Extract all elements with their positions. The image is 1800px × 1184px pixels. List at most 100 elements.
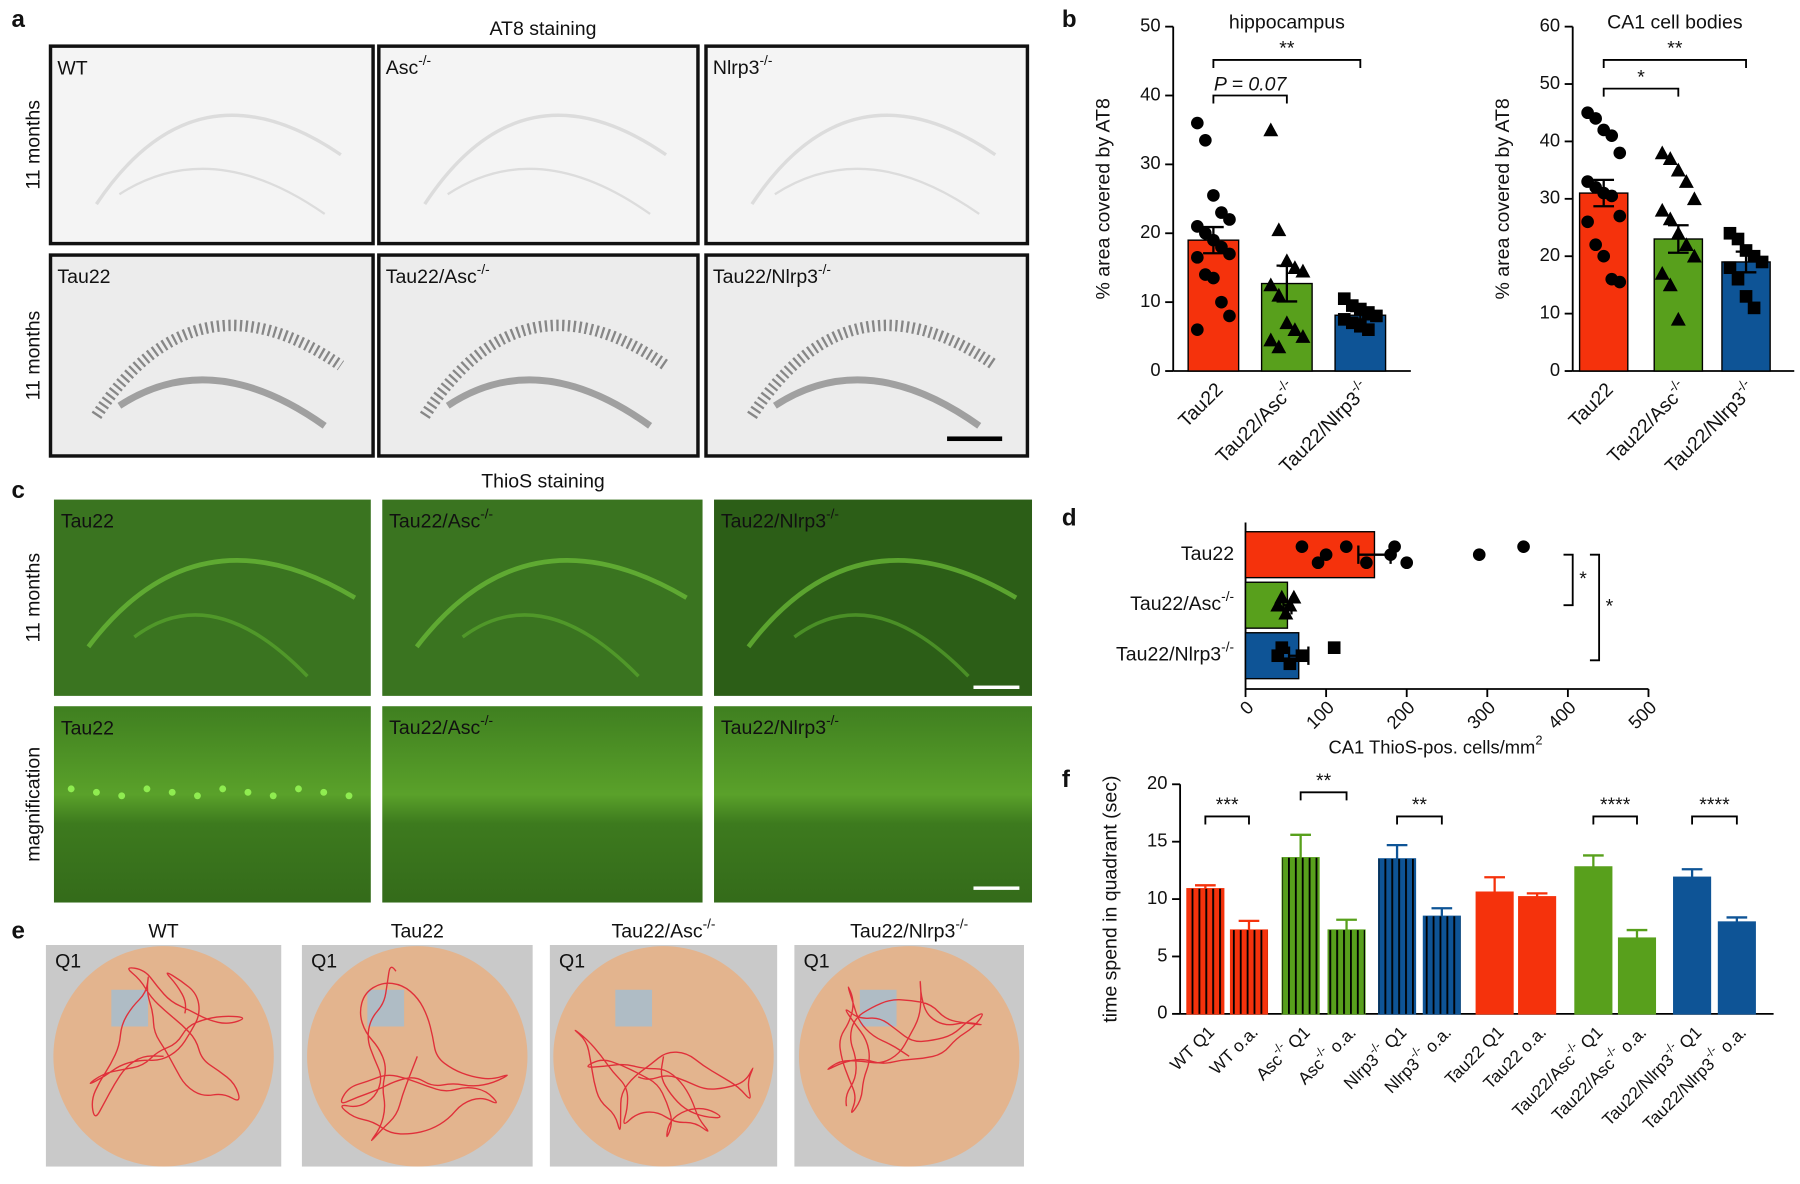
data-point bbox=[1271, 287, 1287, 302]
data-point bbox=[1605, 189, 1619, 203]
tissue-layer bbox=[772, 376, 982, 429]
significance-bracket bbox=[1212, 94, 1288, 104]
data-point bbox=[1589, 238, 1602, 252]
y-tick-label: 0 bbox=[1150, 359, 1160, 380]
superscript: -/- bbox=[477, 262, 490, 277]
cell bbox=[345, 792, 353, 800]
x-tick-label: Tau22 bbox=[1565, 379, 1618, 432]
data-point bbox=[1678, 237, 1694, 252]
data-point bbox=[1360, 556, 1373, 570]
panel-label: e bbox=[11, 918, 24, 945]
data-point bbox=[1295, 263, 1311, 278]
significance-bracket bbox=[1563, 553, 1574, 607]
swim-path bbox=[827, 980, 983, 1113]
panel-label: c bbox=[11, 477, 24, 504]
bar-hatch bbox=[1423, 916, 1461, 1014]
y-tick-label: Tau22/Asc-/- bbox=[1130, 589, 1234, 615]
cell bbox=[269, 792, 277, 800]
significance-label: **** bbox=[1600, 794, 1631, 816]
row-label: 11 months bbox=[23, 310, 45, 400]
image-label: Tau22/Asc-/- bbox=[389, 713, 493, 739]
micrograph bbox=[382, 499, 703, 696]
significance-bracket bbox=[1592, 815, 1638, 825]
cell bbox=[320, 788, 328, 796]
significance-label: * bbox=[1606, 596, 1614, 618]
y-tick-label: 40 bbox=[1140, 83, 1160, 104]
tissue-layer bbox=[118, 167, 326, 215]
x-tick-label: 200 bbox=[1382, 696, 1419, 733]
data-point bbox=[1613, 146, 1627, 160]
superscript: -/- bbox=[1221, 589, 1234, 604]
micrograph bbox=[53, 706, 371, 903]
y-tick-label: 60 bbox=[1540, 14, 1560, 35]
trace-title: Tau22 bbox=[391, 921, 444, 943]
image-label: WT bbox=[57, 57, 87, 79]
data-point bbox=[1605, 129, 1619, 142]
cell bbox=[219, 785, 227, 793]
label-part: Asc bbox=[386, 57, 419, 79]
swim-path bbox=[89, 967, 244, 1117]
superscript: -/- bbox=[818, 262, 831, 277]
y-tick-label: 5 bbox=[1157, 944, 1167, 965]
label-part: Tau22/Nlrp3 bbox=[721, 717, 826, 739]
chart-title: CA1 cell bodies bbox=[1607, 11, 1743, 33]
data-point bbox=[1283, 657, 1297, 671]
data-point bbox=[1755, 255, 1769, 269]
cell bbox=[244, 788, 252, 796]
data-point bbox=[1581, 215, 1594, 229]
label-part: Tau22/Nlrp3 bbox=[850, 921, 955, 943]
tissue-layer bbox=[94, 113, 342, 206]
label-part: Tau22/Nlrp3 bbox=[1116, 644, 1221, 666]
y-tick-label: 30 bbox=[1540, 187, 1560, 208]
bar-hatch bbox=[1230, 930, 1268, 1014]
y-tick-label: 0 bbox=[1550, 359, 1560, 380]
panel-label: f bbox=[1062, 766, 1071, 793]
data-point bbox=[1739, 290, 1753, 303]
cell bbox=[194, 792, 201, 800]
trace-title: WT bbox=[148, 921, 178, 943]
superscript: -/- bbox=[703, 916, 716, 931]
x-tick-label: 0 bbox=[1235, 696, 1257, 718]
tissue-layer bbox=[117, 376, 327, 429]
tissue-layer bbox=[447, 167, 651, 215]
cell bbox=[295, 785, 302, 793]
superscript: -/- bbox=[759, 53, 772, 68]
data-point bbox=[1215, 295, 1228, 309]
scale-bar bbox=[973, 886, 1020, 890]
superscript: -/- bbox=[480, 713, 493, 728]
swim-path bbox=[340, 966, 508, 1142]
data-point bbox=[1271, 649, 1285, 663]
label-part: Tau22/Asc bbox=[1212, 388, 1292, 468]
tissue-layer bbox=[445, 376, 653, 429]
data-point bbox=[1400, 556, 1414, 570]
y-axis-label: time spend in quadrant (sec) bbox=[1099, 776, 1121, 1023]
data-point bbox=[1263, 122, 1279, 137]
significance-label: ** bbox=[1316, 770, 1332, 792]
data-point bbox=[1223, 213, 1236, 226]
image-label: Tau22 bbox=[61, 717, 114, 739]
y-axis-label: % area covered by AT8 bbox=[1092, 98, 1114, 299]
y-tick-label: 20 bbox=[1140, 221, 1160, 242]
data-point bbox=[1311, 556, 1325, 570]
y-tick-label: 0 bbox=[1157, 1002, 1167, 1023]
bar bbox=[1717, 921, 1756, 1015]
micrograph bbox=[704, 253, 1030, 458]
data-point bbox=[1662, 277, 1678, 292]
x-tick-label: 300 bbox=[1463, 696, 1500, 733]
quadrant-label: Q1 bbox=[311, 950, 337, 972]
y-tick-label: 10 bbox=[1140, 290, 1160, 311]
x-axis-label: CA1 ThioS-pos. cells/mm2 bbox=[1329, 733, 1543, 758]
data-point bbox=[1662, 211, 1678, 226]
data-point bbox=[1191, 323, 1204, 337]
data-point bbox=[1731, 232, 1745, 246]
image-label: Asc-/- bbox=[386, 53, 431, 79]
quadrant-label: Q1 bbox=[804, 950, 830, 972]
significance-bracket bbox=[1396, 815, 1443, 825]
data-point bbox=[1654, 202, 1670, 217]
y-axis-label: % area covered by AT8 bbox=[1492, 98, 1514, 299]
significance-label: * bbox=[1579, 568, 1587, 590]
data-point bbox=[1670, 162, 1686, 177]
superscript: -/- bbox=[955, 916, 968, 931]
label-part: Tau22/Asc bbox=[1130, 593, 1221, 615]
x-tick-label: 500 bbox=[1624, 696, 1661, 733]
